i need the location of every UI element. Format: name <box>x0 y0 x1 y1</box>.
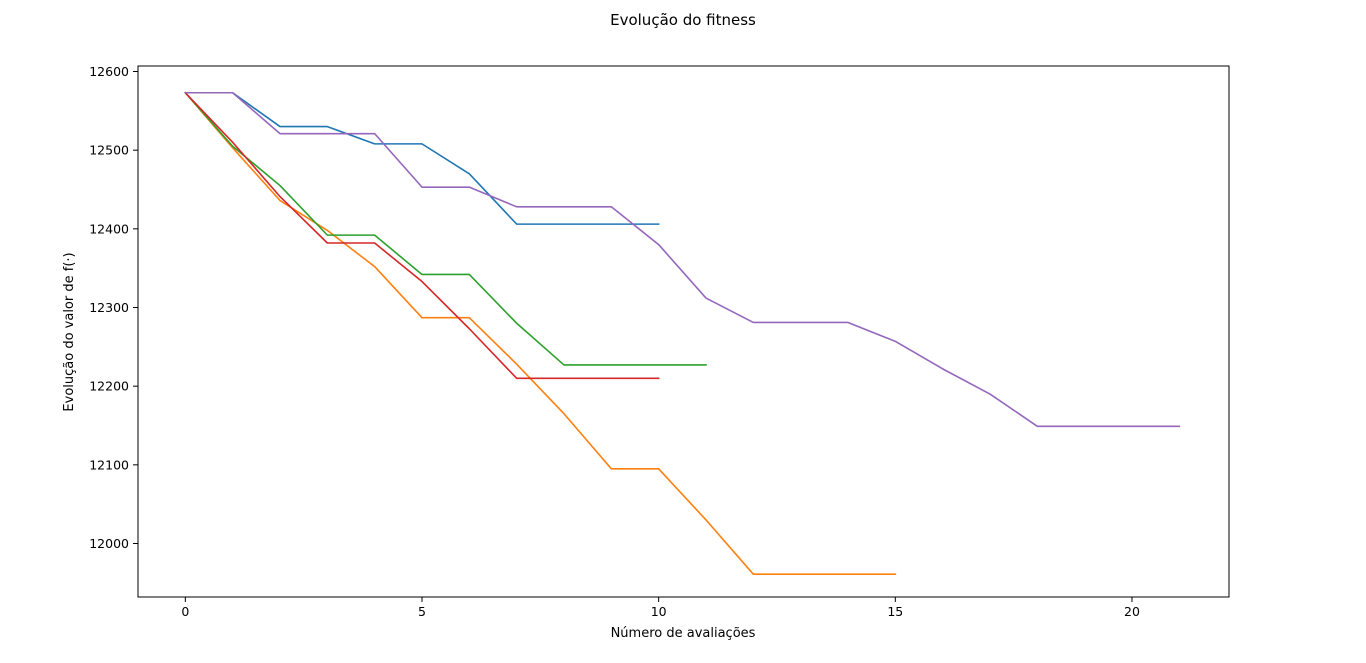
chart-title: Evolução do fitness <box>610 11 756 29</box>
y-tick-label: 12100 <box>89 457 129 472</box>
x-tick-label: 20 <box>1124 604 1140 619</box>
series-line-4 <box>184 91 660 380</box>
series-line-1 <box>184 91 660 225</box>
y-tick-label: 12300 <box>89 300 129 315</box>
x-axis-ticks: 0 5 10 15 20 <box>181 597 1140 619</box>
series-line-2 <box>184 91 897 575</box>
series-line-3 <box>184 91 707 366</box>
y-tick-label: 12600 <box>89 64 129 79</box>
x-axis-label: Número de avaliações <box>611 626 756 641</box>
x-tick-label: 5 <box>418 604 426 619</box>
series-layer <box>184 91 1181 575</box>
x-tick-label: 10 <box>651 604 667 619</box>
y-tick-label: 12200 <box>89 379 129 394</box>
x-tick-label: 15 <box>887 604 903 619</box>
series-line-5 <box>184 91 1181 428</box>
y-tick-label: 12000 <box>89 536 129 551</box>
y-axis-ticks: 12000 12100 12200 12300 12400 12500 12600 <box>89 64 138 551</box>
plot-frame <box>137 65 1230 598</box>
y-tick-label: 12500 <box>89 143 129 158</box>
y-tick-label: 12400 <box>89 221 129 236</box>
x-tick-label: 0 <box>181 604 189 619</box>
y-axis-label: Evolução do valor de f(·) <box>62 252 77 411</box>
